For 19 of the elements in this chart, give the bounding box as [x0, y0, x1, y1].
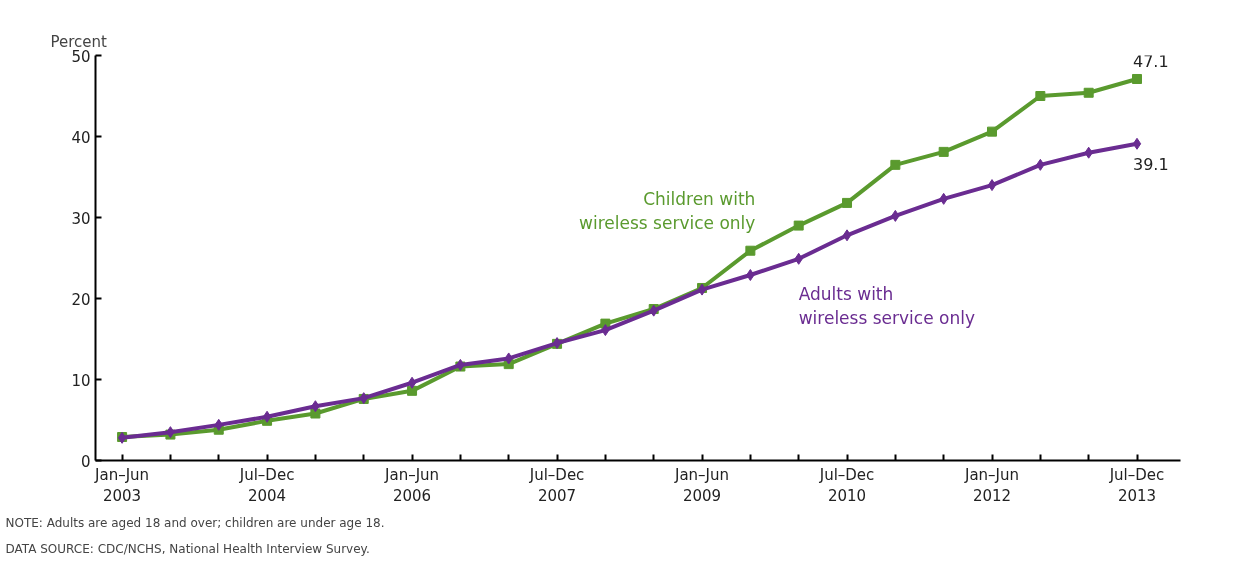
series-label: Adults with wireless service only [798, 283, 975, 328]
y-tick-label: 0 [80, 452, 91, 471]
y-tick-label: 10 [71, 371, 91, 390]
x-tick-label: Jan–Jun 2009 [674, 465, 730, 506]
x-tick-label: Jul–Dec 2010 [818, 465, 875, 506]
x-tick-label: Jan–Jun 2012 [963, 465, 1020, 506]
x-tick-label: Jul–Dec 2007 [528, 465, 585, 506]
source-note: DATA SOURCE: CDC/NCHS, National Health Interview Survey. [5, 541, 370, 556]
x-tick-label: Jul–Dec 2004 [238, 465, 295, 506]
x-tick-label: Jan–Jun 2006 [384, 465, 440, 506]
data-label: 47.1 [1133, 51, 1169, 71]
series-label: Children with wireless service only [579, 188, 756, 233]
y-tick-label: 30 [71, 209, 91, 228]
data-label: 39.1 [1133, 154, 1169, 174]
x-tick-label: Jul–Dec 2013 [1108, 465, 1165, 506]
text: NOTE: Adults are aged 18 and over; children are under age 18. [5, 515, 385, 530]
y-tick-label: 20 [71, 290, 91, 309]
y-tick-label: 40 [71, 128, 91, 147]
x-tick-label: Jan–Jun 2003 [94, 465, 150, 506]
